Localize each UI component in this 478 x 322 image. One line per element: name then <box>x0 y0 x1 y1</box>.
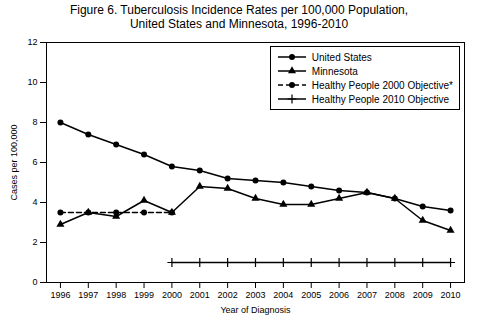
svg-text:1998: 1998 <box>106 290 126 300</box>
svg-text:2010: 2010 <box>441 290 461 300</box>
svg-text:1996: 1996 <box>50 290 70 300</box>
svg-text:2002: 2002 <box>218 290 238 300</box>
svg-text:8: 8 <box>32 117 37 127</box>
svg-text:2001: 2001 <box>190 290 210 300</box>
svg-text:2009: 2009 <box>413 290 433 300</box>
svg-text:4: 4 <box>32 197 37 207</box>
svg-text:1997: 1997 <box>78 290 98 300</box>
svg-text:6: 6 <box>32 157 37 167</box>
svg-text:2008: 2008 <box>385 290 405 300</box>
svg-text:2007: 2007 <box>357 290 377 300</box>
svg-text:10: 10 <box>27 77 37 87</box>
svg-text:2006: 2006 <box>329 290 349 300</box>
svg-text:2: 2 <box>32 237 37 247</box>
html-text:Healthy People 2000 Objective*: Healthy People 2000 Objective* <box>311 79 453 91</box>
svg-text:1999: 1999 <box>134 290 154 300</box>
html-text:Figure 6. Tuberculosis Inciden: Figure 6. Tuberculosis Incidence Rates p… <box>69 3 409 32</box>
svg-text:0: 0 <box>32 277 37 287</box>
svg-text:Cases per 100,000: Cases per 100,000 <box>9 124 19 200</box>
svg-text:2000: 2000 <box>162 290 182 300</box>
svg-text:2003: 2003 <box>245 290 265 300</box>
html-text:Minnesota: Minnesota <box>311 65 358 77</box>
svg-text:12: 12 <box>27 37 37 47</box>
html-text:Healthy People 2010 Objective: Healthy People 2010 Objective <box>311 93 450 105</box>
svg-text:Year of Diagnosis: Year of Diagnosis <box>220 304 291 314</box>
html-text:United States: United States <box>311 51 372 63</box>
svg-text:2005: 2005 <box>301 290 321 300</box>
svg-text:2004: 2004 <box>273 290 293 300</box>
